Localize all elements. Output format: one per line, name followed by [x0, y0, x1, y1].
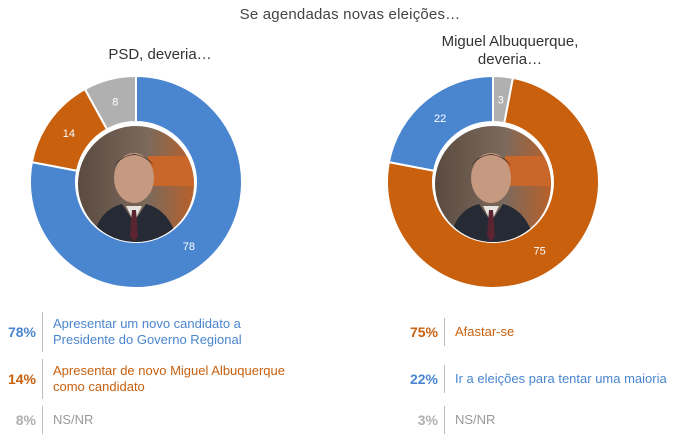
legend-percent: 8% [15, 412, 36, 428]
legend-label-line-1: Apresentar um novo candidato a [53, 316, 241, 331]
legend-label-line-2: Presidente do Governo Regional [53, 332, 242, 347]
donut-right-slice-2 [387, 74, 494, 172]
legend-label: Ir a eleições para tentar uma maioria [455, 371, 667, 386]
legend-divider [42, 312, 43, 352]
legend-divider [444, 318, 445, 346]
legend-divider [444, 365, 445, 393]
donut-right-data-label-2: 22 [434, 113, 446, 125]
legend-label: Apresentar um novo candidato a President… [43, 312, 242, 352]
legend-label-line-2: como candidato [53, 379, 145, 394]
legend-left-row-1: 78% Apresentar um novo candidato a Presi… [0, 312, 242, 352]
legend-right-row-1: 75% Afastar-se [402, 318, 514, 346]
legend-percent: 75% [409, 324, 438, 340]
legend-percent: 14% [7, 371, 36, 387]
donut-left-data-label-2: 14 [63, 128, 75, 140]
legend-divider [444, 406, 445, 434]
donut-left-data-label-3: 8 [112, 97, 118, 109]
legend-divider [42, 359, 43, 399]
legend-right-row-2: 22% Ir a eleições para tentar uma maiori… [402, 365, 667, 393]
legend-label: NS/NR [53, 412, 94, 427]
legend-label: NS/NR [455, 412, 496, 427]
right-chart-title: Miguel Albuquerque, deveria… [410, 33, 610, 69]
legend-percent: 3% [417, 412, 438, 428]
left-chart-title: PSD, deveria… [108, 46, 212, 63]
donut-left-slice-3 [83, 74, 137, 131]
legend-percent: 22% [409, 371, 438, 387]
donut-right-slice-3 [492, 74, 515, 125]
legend-label-line-1: Apresentar de novo Miguel Albuquerque [53, 363, 285, 378]
legend-left-row-3: 8% NS/NR [0, 406, 93, 434]
donut-right-data-label-3: 3 [498, 94, 504, 106]
donut-left-data-label-1: 78 [183, 241, 195, 253]
legend-left-row-2: 14% Apresentar de novo Miguel Albuquerqu… [0, 359, 285, 399]
legend-divider [42, 406, 43, 434]
portrait-photo-right [435, 126, 551, 242]
legend-label: Apresentar de novo Miguel Albuquerque co… [43, 359, 285, 399]
legend-right-row-3: 3% NS/NR [402, 406, 495, 434]
donut-right-data-label-1: 75 [534, 246, 546, 258]
right-chart-title-line-1: Miguel Albuquerque, [441, 33, 579, 50]
legend-label: Afastar-se [455, 324, 515, 339]
donut-right-slice-1 [386, 76, 600, 289]
portrait-photo-left [78, 126, 194, 242]
right-chart-title-line-2: deveria… [477, 51, 543, 68]
donut-left-slice-1 [29, 74, 243, 289]
page-headline: Se agendadas novas eleições… [239, 6, 461, 23]
legend-percent: 78% [7, 324, 36, 340]
